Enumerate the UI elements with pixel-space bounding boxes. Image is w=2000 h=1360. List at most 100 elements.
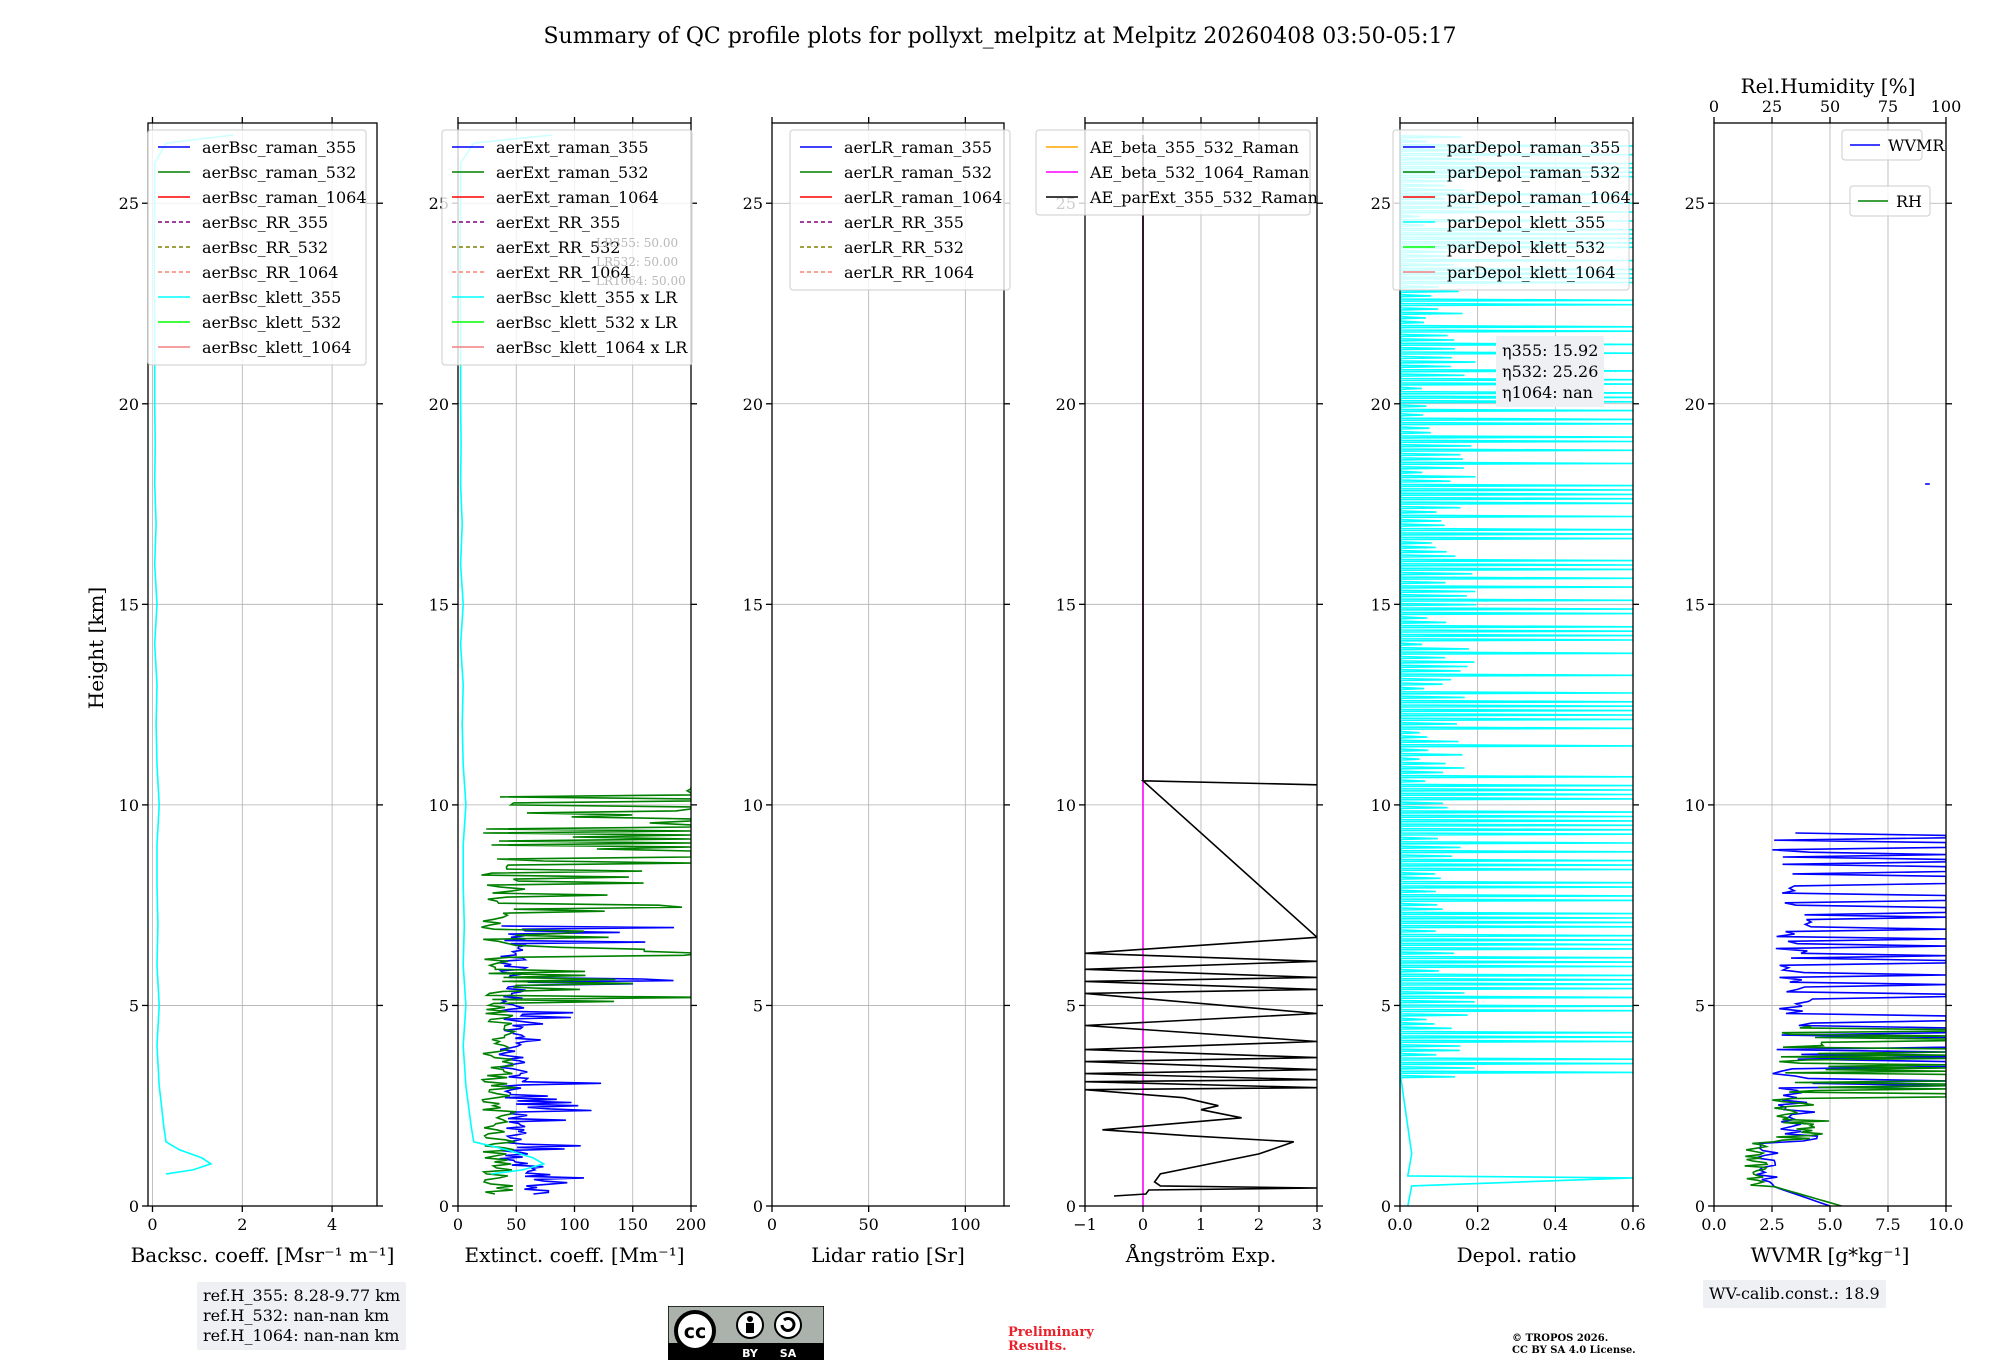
series-AE_parExt_355_532_Raman xyxy=(1085,135,1317,1197)
legend-label: parDepol_raman_1064 xyxy=(1447,188,1631,207)
y-tick-label: 5 xyxy=(1695,996,1705,1015)
x-tick-label: 0 xyxy=(767,1215,777,1234)
y-tick-label: 15 xyxy=(429,595,449,614)
x-axis-label: WVMR [g*kg⁻¹] xyxy=(1751,1243,1910,1267)
rh-tick-label: 50 xyxy=(1820,97,1840,116)
series-RH xyxy=(1744,1025,1946,1206)
rh-tick-label: 100 xyxy=(1931,97,1962,116)
legend-label: aerBsc_klett_1064 x LR xyxy=(496,338,688,357)
legend-label: aerBsc_raman_1064 xyxy=(202,188,367,207)
legend-label: aerExt_RR_1064 xyxy=(496,263,631,282)
y-tick-label: 10 xyxy=(1685,796,1705,815)
panel-depolarization: 0 5 10 15 20 25 0.0 0.2 0.4 0.6 Depol. ratio parDep… xyxy=(1371,117,1646,1267)
legend-label: aerBsc_RR_1064 xyxy=(202,263,338,282)
series-aerExt_raman_355 xyxy=(498,925,675,1195)
series-aerExt_raman_532 xyxy=(480,786,691,1195)
x-tick-label: 3 xyxy=(1312,1215,1322,1234)
plot-frame xyxy=(1399,122,1634,1207)
y-tick-label: 0 xyxy=(1695,1197,1705,1216)
y-axis-label: Height [km] xyxy=(84,587,108,709)
x-tick-label: 0.2 xyxy=(1465,1215,1490,1234)
x-tick-label: 0 xyxy=(453,1215,463,1234)
refh-532: ref.H_532: nan-nan km xyxy=(203,1306,390,1325)
eta-box: η355: 15.92 η532: 25.26 η1064: nan xyxy=(1496,336,1605,407)
y-tick-label: 15 xyxy=(743,595,763,614)
legend-label: AE_beta_355_532_Raman xyxy=(1089,138,1299,157)
legend: aerLR_raman_355 aerLR_raman_532 aerLR_rama… xyxy=(789,129,1011,291)
x-tick-label: 200 xyxy=(676,1215,707,1234)
lr-overlay-532: LR532: 50.00 xyxy=(596,255,679,269)
x-axis-label: Ångström Exp. xyxy=(1125,1242,1276,1267)
refh-355: ref.H_355: 8.28-9.77 km xyxy=(203,1286,401,1305)
y-tick-label: 0 xyxy=(439,1197,449,1216)
y-tick-label: 10 xyxy=(1371,796,1391,815)
x-axis-label: Lidar ratio [Sr] xyxy=(811,1243,965,1267)
panel-wvmr: 0 5 10 15 20 25 0.0 2.5 5.0 7.5 10.0 WVMR [g*kg⁻¹] W… xyxy=(1685,97,1964,1267)
copyright-note: © TROPOS 2026. CC BY SA 4.0 License. xyxy=(1512,1333,1636,1357)
plot-frame xyxy=(147,122,378,1207)
y-tick-label: 5 xyxy=(753,996,763,1015)
legend: aerExt_raman_355 aerExt_raman_532 aerExt_r… xyxy=(441,129,693,366)
legend-label: aerBsc_klett_532 xyxy=(202,313,341,332)
legend-label: AE_beta_532_1064_Raman xyxy=(1089,163,1309,182)
refh-box: ref.H_355: 8.28-9.77 km ref.H_532: nan-n… xyxy=(197,1282,407,1350)
y-tick-label: 25 xyxy=(119,194,139,213)
rh-tick-label: 25 xyxy=(1762,97,1782,116)
y-tick-label: 20 xyxy=(1056,395,1076,414)
y-tick-label: 15 xyxy=(1685,595,1705,614)
legend: parDepol_raman_355 parDepol_raman_532 parD… xyxy=(1392,129,1631,291)
legend-label: aerLR_raman_1064 xyxy=(844,188,1002,207)
legend-label: aerBsc_raman_355 xyxy=(202,138,356,157)
legend-label: WVMR xyxy=(1888,136,1945,155)
y-tick-label: 15 xyxy=(119,595,139,614)
x-tick-label: 4 xyxy=(327,1215,337,1234)
y-tick-label: 10 xyxy=(119,796,139,815)
series-parDepol_klett_355 xyxy=(1400,135,1633,1206)
legend-label: aerLR_RR_532 xyxy=(844,238,964,257)
y-tick-label: 0 xyxy=(753,1197,763,1216)
preliminary-note: Preliminary Results. xyxy=(1008,1326,1094,1354)
legend-label: aerExt_raman_355 xyxy=(496,138,649,157)
panel-lidar_ratio: 0 5 10 15 20 25 0 50 100 Lidar ratio [Sr] aerLR_ra… xyxy=(743,117,1011,1267)
x-tick-label: 10.0 xyxy=(1928,1215,1964,1234)
y-tick-label: 15 xyxy=(1371,595,1391,614)
legend-WVMR: WVMR xyxy=(1841,129,1945,161)
x-tick-label: 50 xyxy=(506,1215,526,1234)
legend-label: aerBsc_klett_355 xyxy=(202,288,341,307)
x-tick-label: 7.5 xyxy=(1875,1215,1900,1234)
preliminary-line2: Results. xyxy=(1008,1339,1067,1354)
x-tick-label: 0.6 xyxy=(1620,1215,1645,1234)
y-tick-label: 20 xyxy=(743,395,763,414)
series-WVMR xyxy=(1755,832,1946,1206)
rh-axis-label: Rel.Humidity [%] xyxy=(1741,74,1916,98)
sa-label: SA xyxy=(780,1347,797,1360)
x-tick-label: 100 xyxy=(559,1215,590,1234)
panel-backscatter: 0 5 10 15 20 25 0 2 4 Backsc. coeff. [Msr⁻¹ m⁻¹] a… xyxy=(119,117,394,1267)
y-tick-label: 0 xyxy=(1381,1197,1391,1216)
series-group xyxy=(1744,483,1946,1206)
lr-overlay: LR355: 50.00 LR532: 50.00 LR1064: 50.00 xyxy=(596,234,686,291)
x-tick-label: 0 xyxy=(147,1215,157,1234)
y-tick-label: 10 xyxy=(1056,796,1076,815)
legend-label: parDepol_klett_1064 xyxy=(1447,263,1616,282)
legend: aerBsc_raman_355 aerBsc_raman_532 aerBsc_r… xyxy=(147,129,367,366)
y-tick-label: 25 xyxy=(1685,194,1705,213)
legend-label: parDepol_klett_532 xyxy=(1447,238,1605,257)
legend-label: aerBsc_raman_532 xyxy=(202,163,356,182)
legend-label: parDepol_klett_355 xyxy=(1447,213,1605,232)
by-label: BY xyxy=(742,1347,759,1360)
plot-frame xyxy=(771,122,1005,1207)
x-tick-label: 100 xyxy=(950,1215,981,1234)
preliminary-line1: Preliminary xyxy=(1008,1325,1094,1340)
y-tick-label: 10 xyxy=(429,796,449,815)
cc-logo-icon xyxy=(674,1310,716,1352)
x-tick-label: 50 xyxy=(858,1215,878,1234)
wv-calib-text: WV-calib.const.: 18.9 xyxy=(1709,1284,1880,1303)
x-tick-label: 0 xyxy=(1138,1215,1148,1234)
legend-label: parDepol_raman_355 xyxy=(1447,138,1620,157)
y-tick-label: 5 xyxy=(1381,996,1391,1015)
y-tick-label: 25 xyxy=(743,194,763,213)
